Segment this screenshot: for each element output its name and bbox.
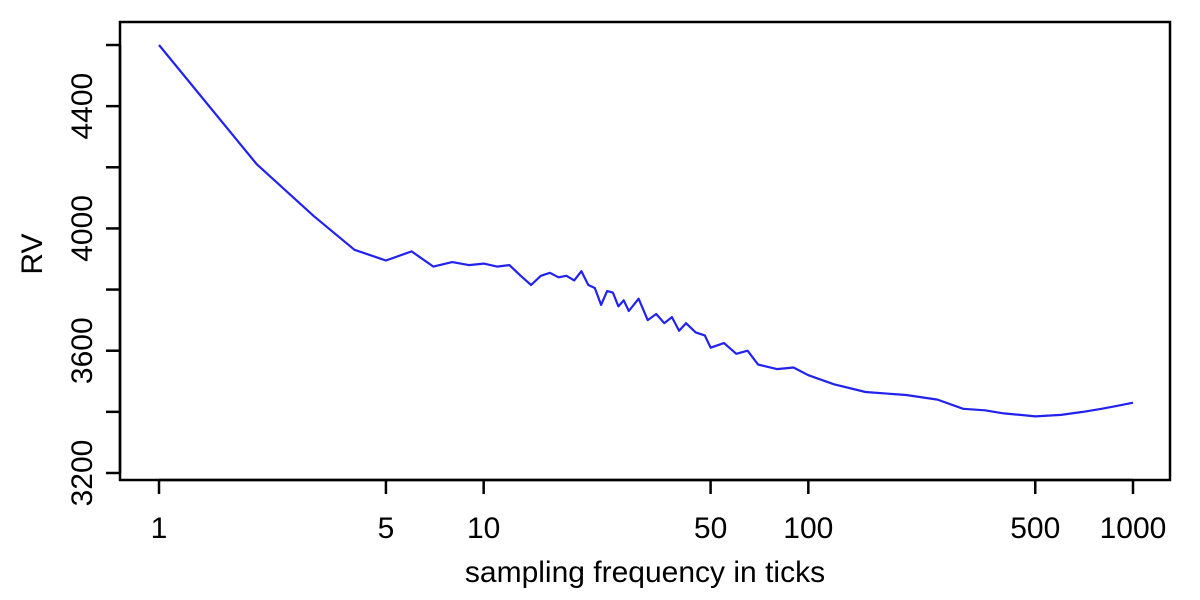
y-tick-label: 3200 bbox=[66, 440, 99, 507]
x-tick-label: 500 bbox=[1010, 512, 1060, 545]
x-tick-label: 5 bbox=[378, 512, 395, 545]
series-line bbox=[158, 44, 1134, 418]
x-tick-label: 10 bbox=[467, 512, 500, 545]
y-tick-label: 4400 bbox=[66, 73, 99, 140]
axes: 1 5 10 50 100 500 1000 3200 3600 4000 4400 bbox=[66, 43, 1167, 545]
x-tick-label: 100 bbox=[783, 512, 833, 545]
x-axis-title: sampling frequency in ticks bbox=[465, 556, 825, 589]
x-tick-label: 1000 bbox=[1100, 512, 1167, 545]
y-tick-label: 4000 bbox=[66, 195, 99, 262]
x-tick-label: 1 bbox=[151, 512, 168, 545]
plot-frame bbox=[118, 20, 1172, 482]
y-tick-label: 3600 bbox=[66, 317, 99, 384]
series-layer bbox=[158, 44, 1134, 418]
y-axis-title: RV bbox=[16, 233, 49, 274]
x-tick-label: 50 bbox=[694, 512, 727, 545]
